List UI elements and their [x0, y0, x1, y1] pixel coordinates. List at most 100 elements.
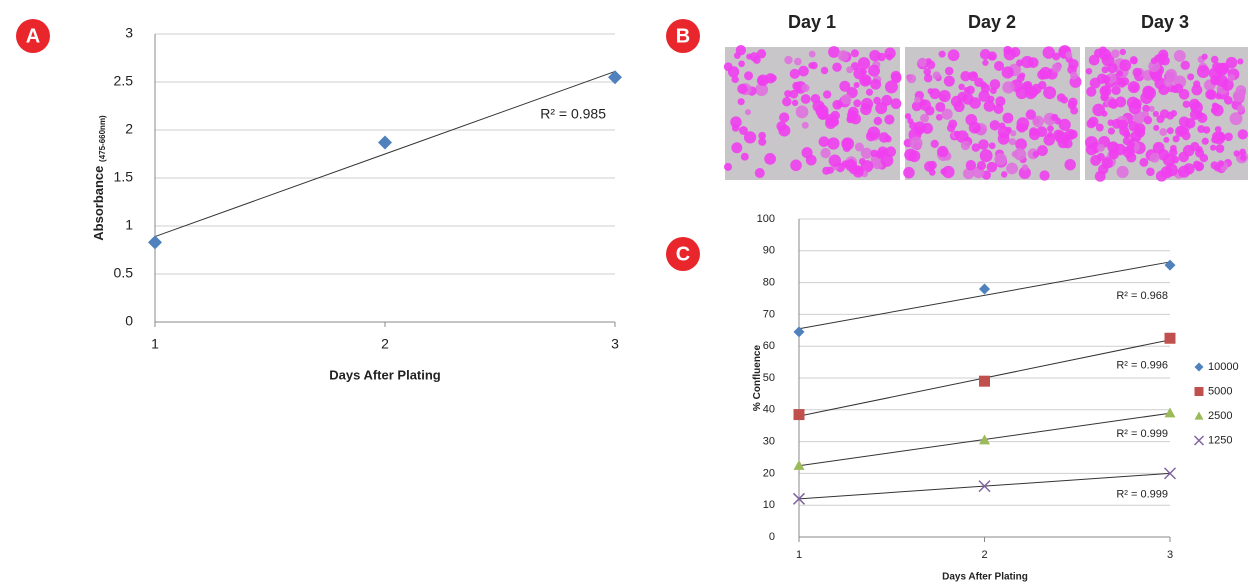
image-label: Day 1 [788, 12, 836, 32]
legend-marker [1195, 412, 1204, 420]
cell [885, 80, 898, 93]
cell [1218, 63, 1229, 74]
cell [874, 117, 882, 125]
cell [994, 153, 1006, 165]
cell [808, 62, 814, 68]
cell [1111, 86, 1120, 95]
cell [1024, 81, 1032, 89]
cell [755, 168, 765, 178]
cell [1224, 96, 1233, 105]
marker [148, 235, 162, 249]
cell [966, 160, 976, 170]
cell [784, 56, 792, 64]
cell [1128, 81, 1140, 93]
cell [1179, 116, 1190, 127]
cell [990, 120, 1000, 130]
cell [1156, 170, 1167, 181]
figure: A B C Day 1 Day 2 Day 3 00.511.522.53123… [0, 0, 1248, 584]
cell [764, 153, 776, 165]
marker [1165, 260, 1176, 271]
cell [1187, 73, 1194, 80]
cell [1009, 138, 1016, 145]
cell [1211, 56, 1219, 64]
cell [1001, 171, 1007, 177]
cell [778, 124, 790, 136]
y-tick-label: 1.5 [114, 169, 134, 185]
cell [886, 54, 893, 61]
cell [1205, 89, 1215, 99]
cell [1003, 46, 1012, 55]
cell [1039, 67, 1051, 79]
cell [1189, 99, 1200, 110]
cell [1003, 113, 1014, 124]
cell [905, 113, 911, 119]
cell [1234, 150, 1240, 156]
cell [1090, 78, 1101, 89]
cell [854, 82, 860, 88]
y-tick-label: 70 [763, 308, 775, 320]
cell [1120, 49, 1126, 55]
cell [1097, 144, 1105, 152]
cell [738, 98, 745, 105]
cell [732, 76, 739, 83]
cell [1038, 81, 1046, 89]
y-tick-label: 0.5 [114, 265, 134, 281]
cell [1237, 105, 1245, 113]
x-tick-label: 1 [796, 549, 802, 561]
cell [1130, 131, 1141, 142]
cell [1173, 135, 1180, 142]
y-tick-label: 40 [763, 404, 775, 416]
cell [741, 153, 749, 161]
cell [1002, 81, 1014, 93]
cell [749, 52, 758, 61]
cell [821, 67, 828, 74]
cell [958, 84, 965, 91]
cell [1016, 123, 1024, 131]
y-tick-label: 90 [763, 245, 775, 257]
cell [1108, 99, 1118, 109]
cell [1052, 63, 1061, 72]
cell [999, 122, 1005, 128]
cell [827, 137, 839, 149]
cell [724, 163, 732, 171]
cell [928, 88, 934, 94]
cell [1129, 102, 1141, 114]
cell [1059, 119, 1071, 131]
cell [1068, 101, 1077, 110]
y-axis-title: % Confluence [752, 345, 763, 412]
cell [1177, 126, 1187, 136]
cell [1101, 93, 1109, 101]
cell [1039, 170, 1049, 180]
cell [739, 126, 748, 135]
cell [1068, 59, 1078, 69]
cell [1019, 72, 1025, 78]
cell [881, 154, 894, 167]
cell [1146, 167, 1155, 176]
marker [979, 435, 990, 445]
cell [823, 90, 831, 98]
cell [1090, 155, 1101, 166]
cell [982, 60, 988, 66]
cell [1163, 137, 1169, 143]
marker [378, 135, 392, 149]
cell [945, 67, 954, 76]
cell [1037, 145, 1048, 156]
cell [809, 51, 816, 58]
cell [1096, 124, 1104, 132]
cell [806, 155, 817, 166]
cell [1052, 53, 1060, 61]
marker [794, 409, 805, 420]
cell [998, 133, 1010, 145]
y-tick-label: 0 [125, 313, 133, 329]
cell [920, 114, 929, 123]
cell [832, 100, 842, 110]
cell [801, 94, 811, 104]
cell [792, 100, 798, 106]
y-tick-label: 80 [763, 277, 775, 289]
cell [1070, 72, 1078, 80]
legend-marker [1195, 363, 1204, 372]
cell [794, 58, 802, 66]
cell [1164, 78, 1173, 87]
cell [1087, 119, 1096, 128]
cell [849, 164, 859, 174]
